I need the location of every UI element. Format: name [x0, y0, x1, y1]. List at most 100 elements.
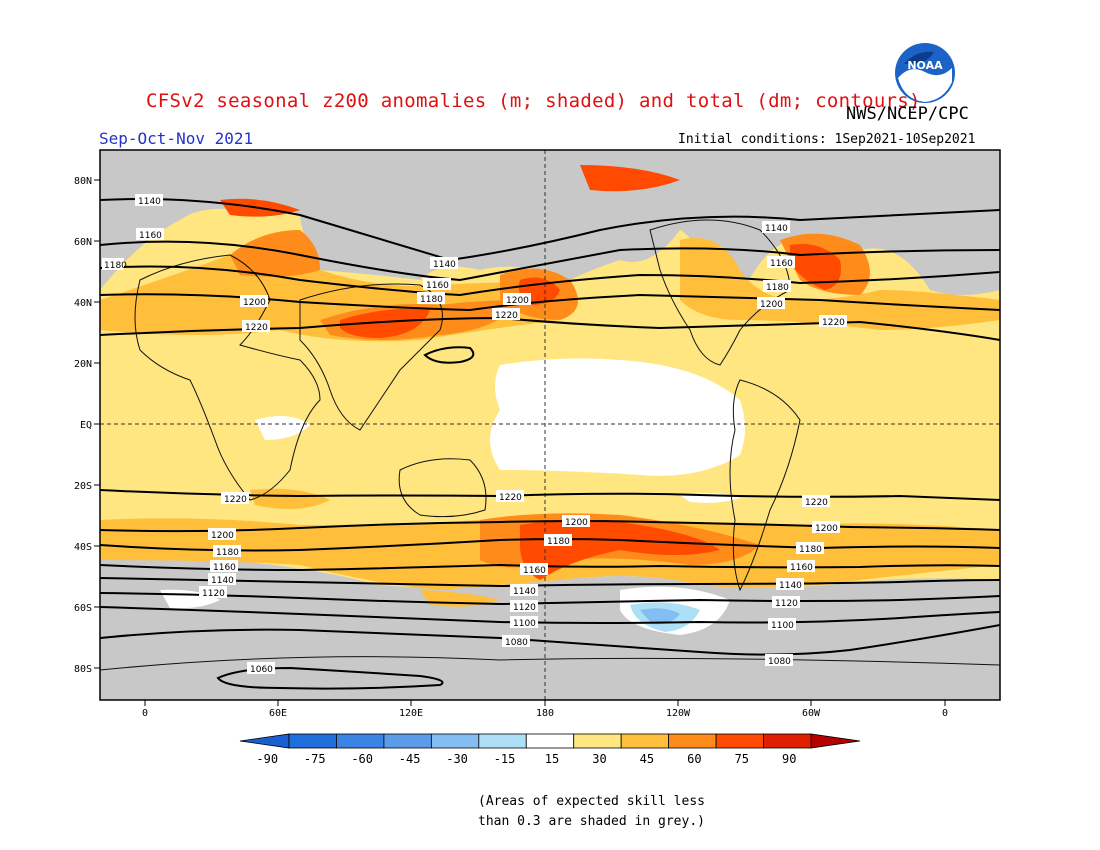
contour-label: 1140: [138, 197, 161, 207]
skill-note-line-2: than 0.3 are shaded in grey.): [478, 814, 705, 829]
lat-label-20s: 20S: [74, 481, 92, 492]
colorbar-tick-label: 75: [735, 752, 749, 766]
colorbar-swatch: [573, 733, 622, 749]
season-label: Sep-Oct-Nov 2021: [99, 129, 254, 148]
contour-label: 1140: [765, 224, 788, 234]
contour-label: 1160: [426, 281, 449, 291]
contour-1180-north: [100, 265, 1000, 297]
contour-label: 1160: [790, 563, 813, 573]
colorbar-swatches: [288, 733, 812, 749]
contour-label: 1160: [139, 231, 162, 241]
contour-1100-south: [100, 606, 1000, 624]
contour-label: 1140: [433, 260, 456, 270]
contour-label: 1220: [495, 311, 518, 321]
anomaly-patch-45-60-europe: [230, 230, 320, 277]
contour-label: 1180: [216, 548, 239, 558]
contour-label: 1120: [202, 589, 225, 599]
lon-label-60e: 60E: [269, 708, 287, 719]
lat-label-60s: 60S: [74, 603, 92, 614]
lat-label-eq: EQ: [80, 420, 92, 431]
colorbar-tick-label: -90: [256, 752, 278, 766]
contour-label: 1180: [799, 545, 822, 555]
anomaly-patch-60-75-asia: [340, 308, 430, 338]
negative-anomaly-core: [640, 608, 680, 625]
contour-label: 1140: [513, 587, 536, 597]
colorbar-swatch: [288, 733, 337, 749]
contour-1160-south: [100, 563, 1000, 572]
contour-1140-north: [100, 198, 1000, 262]
contour-label: 1200: [243, 298, 266, 308]
contour-label: 1080: [505, 638, 528, 648]
colorbar-high-arrow: [810, 733, 861, 749]
colorbar-swatch: [715, 733, 764, 749]
lon-label-60w: 60W: [802, 708, 821, 719]
colorbar-tick-label: -75: [304, 752, 326, 766]
contour-label: 1220: [224, 495, 247, 505]
contour-label: 1180: [420, 295, 443, 305]
contour-label: 1100: [771, 621, 794, 631]
contour-label: 1120: [513, 603, 536, 613]
contour-label: 1200: [565, 518, 588, 528]
africa-europe-outline: [134, 254, 321, 501]
contour-label: 1080: [768, 657, 791, 667]
colorbar-low-arrow: [239, 733, 290, 749]
lon-label-0-east: 0: [942, 708, 948, 719]
colorbar-tick-label: 15: [545, 752, 559, 766]
colorbar-tick-label: 30: [592, 752, 606, 766]
north-america-outline: [649, 219, 791, 366]
contour-label: 1100: [513, 619, 536, 629]
colorbar-tick-label: 45: [640, 752, 654, 766]
skill-note: (Areas of expected skill less than 0.3 a…: [478, 792, 705, 832]
noaa-logo: NOAA: [894, 42, 956, 104]
neutral-patch-tropical-pacific: [490, 358, 745, 476]
colorbar-labels: -90 -75 -60 -45 -30 -15 15 30 45 60 75 90: [256, 752, 796, 766]
lat-label-20n: 20N: [74, 359, 92, 370]
colorbar-swatch: [668, 733, 717, 749]
contour-1060-closed: [216, 666, 444, 690]
lat-label-80s: 80S: [74, 664, 92, 675]
contour-1140-south: [100, 577, 1000, 588]
longitude-axis: 0 60E 120E 180 120W 60W 0: [142, 700, 948, 719]
contour-1080-south: [100, 624, 1000, 656]
australia-outline: [398, 458, 487, 518]
south-america-outline: [729, 379, 801, 592]
colorbar-swatch: [763, 733, 812, 749]
contour-label: 1200: [506, 296, 529, 306]
colorbar-swatch: [336, 733, 385, 749]
lat-label-40n: 40N: [74, 298, 92, 309]
colorbar-tick-label: 90: [782, 752, 796, 766]
lat-label-40s: 40S: [74, 542, 92, 553]
contour-label: 1140: [779, 581, 802, 591]
skill-mask-north: [100, 150, 1000, 300]
colorbar-tick-label: -60: [351, 752, 373, 766]
contour-label: 1220: [805, 498, 828, 508]
neutral-patch-indian: [255, 416, 310, 440]
contour-label: 1220: [822, 318, 845, 328]
contour-label: 1200: [211, 531, 234, 541]
antarctica-outline: [100, 656, 1000, 671]
skill-note-line-1: (Areas of expected skill less: [478, 794, 705, 809]
agency-label: NWS/NCEP/CPC: [846, 104, 969, 124]
initial-conditions-label: Initial conditions: 1Sep2021-10Sep2021: [678, 132, 976, 147]
contour-label: 1180: [547, 537, 570, 547]
anomaly-patch-60-75-arctic: [580, 165, 680, 192]
height-contours: [100, 198, 1000, 690]
contour-label: 1060: [250, 665, 273, 675]
contour-label: 1160: [213, 563, 236, 573]
contour-1120-south: [100, 592, 1000, 606]
latitude-axis: 80N 60N 40N 20N EQ 20S 40S 60S 80S: [74, 176, 100, 675]
asia-outline: [299, 283, 443, 431]
contour-label: 1160: [770, 259, 793, 269]
anomaly-patch-30-45-indian: [250, 488, 330, 509]
lat-label-80n: 80N: [74, 176, 92, 187]
contour-1220-south: [100, 489, 1000, 501]
contour-label: 1160: [523, 566, 546, 576]
lon-label-120w: 120W: [666, 708, 691, 719]
colorbar-swatch: [478, 733, 527, 749]
contour-label: 1120: [775, 599, 798, 609]
colorbar-tick-label: -30: [446, 752, 468, 766]
contour-1160-north: [100, 240, 1000, 282]
lon-label-120e: 120E: [399, 708, 423, 719]
colorbar-swatch: [525, 733, 575, 749]
